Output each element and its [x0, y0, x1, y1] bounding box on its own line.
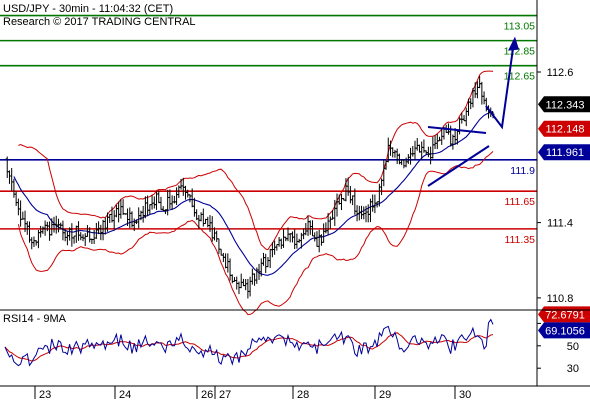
price-badge-label-1: 112.148 [546, 124, 585, 136]
rsi-ma-line [4, 332, 494, 362]
chart-frame [0, 0, 590, 387]
rsi-line [4, 318, 494, 367]
price-tick-label-2: 110.8 [547, 293, 574, 305]
price-tick-label-1: 111.4 [547, 218, 573, 230]
rsi-badge-1 [538, 322, 590, 339]
level-label-3: 111.9 [510, 165, 535, 177]
price-axis: 112.6 111.4 110.8 [537, 67, 573, 305]
price-badge-0 [538, 96, 590, 113]
x-tick-label-4: 28 [297, 389, 309, 400]
level-label-2: 112.65 [504, 71, 535, 83]
x-tick-label-2: 26 [201, 389, 213, 400]
x-axis: 23 24 26 27 28 29 30 [34, 386, 471, 400]
level-label-0: 113.05 [504, 21, 535, 33]
rsi-tick-label-1: 50 [567, 341, 579, 353]
rsi-badge-label-0: 72.6791 [545, 309, 585, 321]
bollinger-upper [18, 70, 494, 251]
pennant-upper-line [427, 126, 487, 134]
rsi-panel [4, 318, 494, 367]
price-badge-2 [538, 144, 590, 161]
price-badges: 112.343 112.148 111.961 [538, 96, 590, 161]
price-badge-label-0: 112.343 [546, 99, 585, 111]
rsi-badge-label-1: 69.1056 [545, 325, 585, 337]
price-tick-label-0: 112.6 [547, 67, 574, 79]
level-label-1: 112.85 [504, 46, 535, 58]
chart-title: USD/JPY - 30min - 11:04:32 (CET) [3, 3, 173, 15]
price-bars [5, 76, 495, 299]
x-tick-label-3: 27 [219, 389, 231, 400]
pennant-lower-line [427, 145, 490, 187]
level-label-5: 111.35 [504, 234, 535, 246]
x-tick-label-6: 30 [459, 389, 471, 400]
chart-patterns [427, 36, 519, 187]
forecast-arrow-head [508, 36, 519, 51]
forecast-arrow-line [485, 48, 514, 130]
level-label-4: 111.65 [504, 196, 535, 208]
x-tick-label-0: 23 [39, 389, 51, 400]
price-badge-1 [538, 120, 590, 137]
rsi-panel-title: RSI14 - 9MA [3, 313, 67, 325]
price-badge-label-2: 111.961 [546, 147, 584, 159]
x-tick-label-5: 29 [379, 389, 391, 400]
x-tick-label-1: 24 [119, 389, 131, 400]
rsi-tick-label-0: 30 [567, 363, 579, 375]
chart-subtitle: Research © 2017 TRADING CENTRAL [3, 16, 196, 28]
